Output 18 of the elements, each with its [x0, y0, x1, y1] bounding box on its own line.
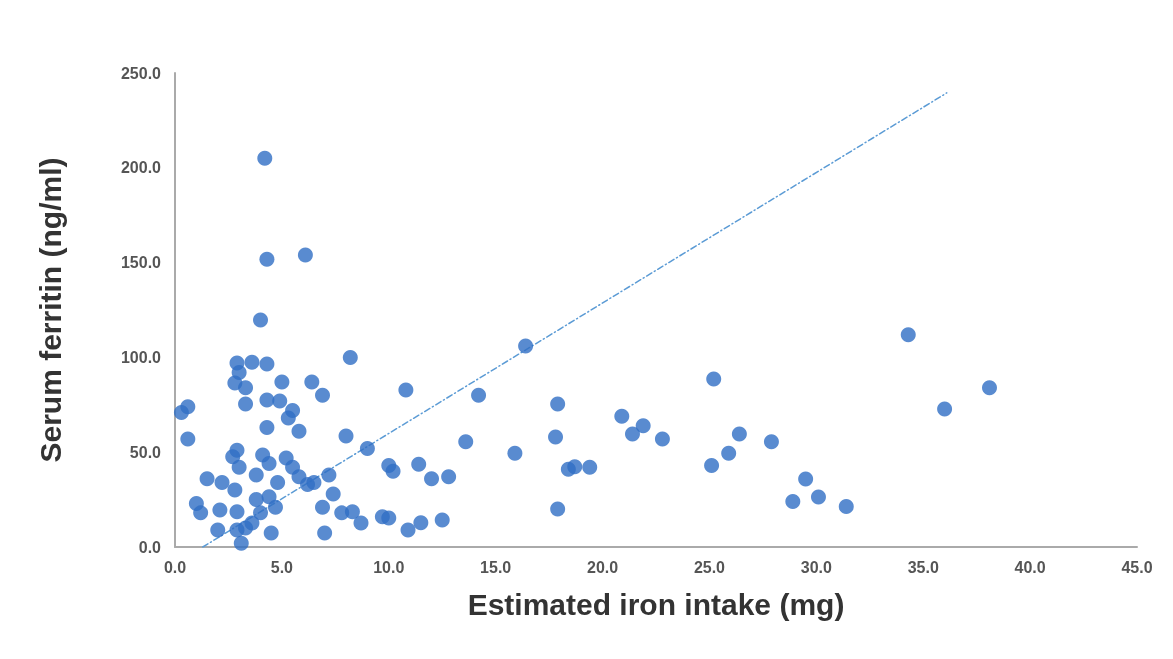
x-tick-label: 30.0: [800, 558, 833, 576]
y-axis-title: Serum ferritin (ng/ml): [33, 157, 67, 463]
y-tick-label: 50.0: [129, 443, 162, 461]
x-tick-label: 0.0: [163, 558, 187, 576]
x-tick-label: 40.0: [1014, 558, 1046, 576]
x-tick-label: 45.0: [1121, 558, 1153, 576]
x-tick-label: 20.0: [586, 558, 619, 576]
y-tick-label: 250.0: [120, 64, 162, 82]
x-axis-title: Estimated iron intake (mg): [467, 587, 845, 621]
y-tick-label: 100.0: [120, 348, 162, 366]
y-tick-label: 0.0: [138, 538, 162, 556]
x-tick-label: 5.0: [270, 558, 294, 576]
y-tick-label: 200.0: [120, 159, 162, 177]
y-tick-label: 150.0: [120, 254, 162, 272]
x-tick-label: 25.0: [693, 558, 726, 576]
x-tick-label: 35.0: [907, 558, 939, 576]
x-tick-label: 10.0: [373, 558, 405, 576]
x-tick-label: 15.0: [480, 558, 512, 576]
